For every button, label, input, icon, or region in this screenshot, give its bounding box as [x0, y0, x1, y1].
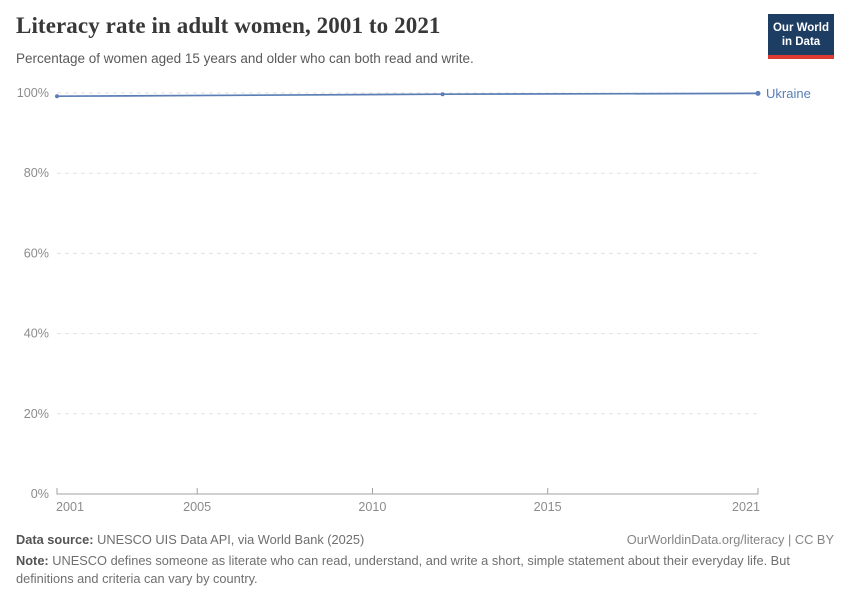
note-label: Note: — [16, 553, 49, 568]
data-point — [755, 90, 761, 96]
note: Note: UNESCO defines someone as literate… — [16, 552, 834, 587]
y-tick-label: 40% — [24, 327, 49, 341]
chart-subtitle: Percentage of women aged 15 years and ol… — [16, 51, 474, 66]
data-source-label: Data source: — [16, 532, 94, 547]
x-tick-label: 2010 — [358, 500, 386, 514]
attribution: OurWorldinData.org/literacy | CC BY — [626, 532, 834, 547]
data-point — [440, 92, 445, 97]
x-tick-label: 2001 — [56, 500, 84, 514]
x-tick-label: 2005 — [183, 500, 211, 514]
owid-logo-line2: in Data — [781, 36, 821, 49]
data-line — [56, 92, 759, 98]
note-value: UNESCO defines someone as literate who c… — [16, 553, 790, 586]
owid-logo: Our World in Data — [768, 14, 834, 60]
series-end-label: Ukraine — [766, 86, 811, 101]
y-tick-label: 0% — [31, 487, 49, 501]
source-row: Data source: UNESCO UIS Data API, via Wo… — [16, 531, 834, 548]
owid-logo-line1: Our World — [772, 22, 829, 34]
data-source-value: UNESCO UIS Data API, via World Bank (202… — [93, 532, 365, 547]
x-axis — [56, 488, 759, 495]
x-tick-label: 2021 — [732, 500, 760, 514]
data-point — [55, 94, 59, 99]
data-source: Data source: UNESCO UIS Data API, via Wo… — [16, 531, 364, 548]
y-tick-label: 100% — [17, 86, 49, 100]
page-title: Literacy rate in adult women, 2001 to 20… — [16, 13, 441, 38]
y-tick-label: 20% — [24, 407, 49, 421]
y-tick-label: 80% — [24, 166, 49, 180]
line-chart: 0% 20% 40% 60% 80% 100% 2001 2005 2010 2015 2021 Uk… — [17, 86, 811, 514]
x-tick-label: 2015 — [534, 500, 562, 514]
chart-footer: Data source: UNESCO UIS Data API, via Wo… — [16, 531, 834, 587]
y-tick-label: 60% — [24, 246, 49, 260]
